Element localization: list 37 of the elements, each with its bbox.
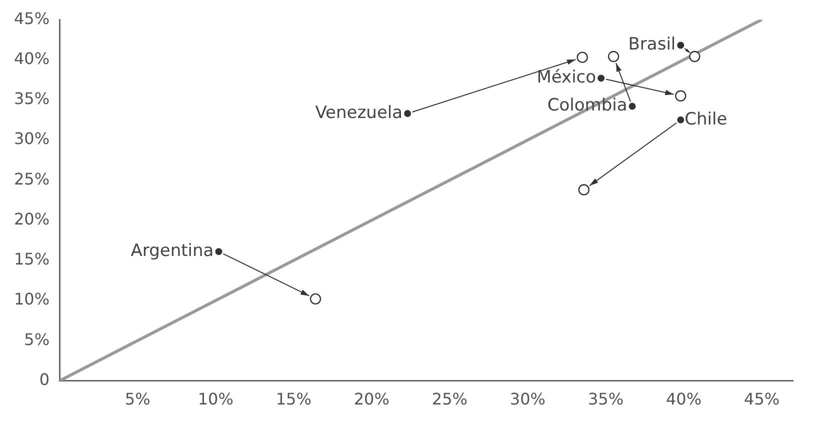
x-tick-label: 45% [744, 390, 780, 409]
x-tick-label: 30% [510, 390, 546, 409]
point [677, 42, 684, 49]
y-tick-label: 20% [14, 209, 50, 228]
y-tick-label: 40% [14, 48, 50, 68]
x-tick-label: 40% [666, 390, 702, 409]
point [404, 110, 412, 118]
x-tick-label: 20% [354, 390, 390, 409]
y-tick-label: 0 [39, 370, 50, 389]
annotation: México [536, 68, 596, 88]
point [215, 248, 222, 256]
y-tick-label: 5% [24, 330, 50, 349]
point [598, 74, 605, 82]
annotation: Venezuela [315, 102, 403, 123]
y-tick-label: 10% [14, 290, 50, 309]
point [675, 90, 686, 102]
point [677, 116, 684, 124]
y-tick-label: 35% [14, 89, 50, 108]
point [628, 102, 636, 110]
point [578, 184, 590, 196]
annotation: Argentina [130, 240, 214, 261]
point [310, 293, 322, 305]
x-tick-label: 15% [276, 390, 312, 409]
point [608, 50, 620, 62]
annotation: Brasil [628, 34, 676, 55]
x-tick-label: 10% [198, 390, 234, 409]
point [689, 50, 700, 62]
point [576, 52, 588, 63]
y-tick-label: 30% [14, 129, 50, 148]
x-tick-label: 35% [588, 390, 624, 409]
y-tick-label: 45% [14, 8, 50, 28]
x-tick-label: 25% [432, 390, 468, 409]
x-tick-label: 5% [124, 390, 150, 409]
annotation: Colombia [547, 96, 628, 116]
y-tick-label: 15% [14, 250, 50, 269]
y-tick-label: 25% [14, 169, 50, 188]
annotation: Chile [684, 109, 728, 130]
